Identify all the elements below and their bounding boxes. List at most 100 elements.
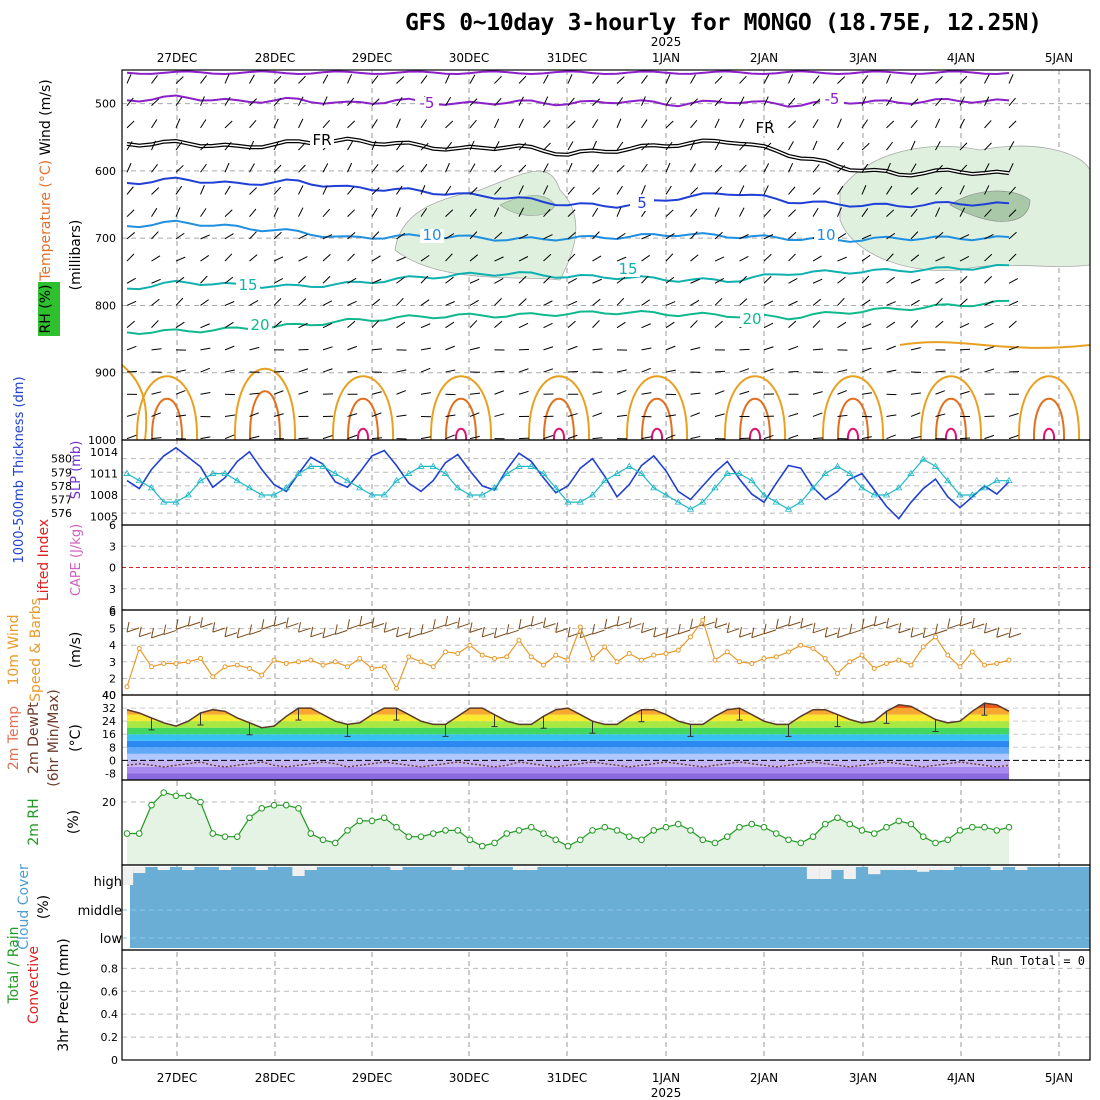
wind-speed-point	[173, 660, 179, 666]
contour-35c	[944, 427, 958, 440]
cloud-level-label: high	[94, 875, 122, 890]
rh-point	[405, 833, 413, 840]
date-label-top: 31DEC	[547, 51, 587, 65]
wind-speed-point	[504, 654, 510, 660]
rh-point	[674, 820, 682, 828]
rh-tick: 20	[102, 796, 116, 809]
contour-30c	[738, 397, 772, 440]
date-label-bottom: 1JAN	[652, 1071, 680, 1085]
wind-speed-tick: 5	[109, 623, 116, 636]
contour-35c	[454, 427, 468, 440]
high-cloud-bar	[512, 867, 526, 870]
axis-label: 2m DewPt	[26, 702, 42, 774]
slp-point	[515, 462, 523, 469]
slp-point	[735, 469, 744, 476]
lifted-index-tick: 3	[109, 540, 116, 553]
contour-35c	[748, 427, 762, 440]
wind-speed-point	[492, 655, 497, 661]
slp-point	[858, 484, 866, 491]
axis-label: 10m Wind	[6, 614, 22, 685]
date-label-top: 27DEC	[157, 51, 197, 65]
wind-speed-point	[332, 659, 338, 665]
high-cloud-bar	[157, 867, 170, 870]
precip-tick: 0.2	[101, 1031, 119, 1044]
contour-30c	[640, 397, 674, 440]
thickness-tick: 576	[51, 507, 72, 520]
rh-point	[393, 823, 400, 831]
slp-point	[576, 498, 584, 505]
rh-point	[687, 827, 694, 834]
wind-speed-point	[957, 664, 963, 670]
rh-point	[564, 842, 572, 850]
axis-label: 2m RH	[26, 798, 42, 845]
contour-30c	[248, 390, 282, 440]
contour-25c	[135, 375, 199, 440]
contour-25c	[899, 341, 1090, 349]
rh-point	[1005, 823, 1013, 831]
contour-30c	[1032, 397, 1066, 440]
rh-point	[650, 827, 658, 834]
date-label-bottom: 4JAN	[947, 1071, 975, 1085]
rh-point	[981, 823, 988, 831]
wind-speed-point	[920, 644, 926, 650]
slp-point	[466, 491, 474, 498]
rh-point	[331, 839, 339, 847]
cloud-level-label: low	[100, 932, 123, 947]
slp-tick: 1008	[90, 489, 118, 502]
rh-point	[160, 789, 168, 796]
axis-label: Convective	[26, 946, 42, 1024]
wind-speed-point	[822, 655, 828, 661]
rh-point	[968, 823, 976, 831]
slp-point	[564, 498, 572, 505]
rh-point	[760, 823, 768, 831]
axis-label: 3hr Precip (mm)	[56, 938, 72, 1051]
rh-point	[295, 805, 302, 812]
contour-25c	[233, 367, 297, 440]
wind-speed-point	[810, 646, 816, 652]
temperature-tick: 16	[102, 728, 116, 741]
slp-point	[135, 476, 143, 484]
slp-point	[245, 484, 254, 491]
wind-speed-point	[161, 660, 167, 666]
contour-30c	[836, 397, 870, 440]
contour-label-plus10: 10	[422, 226, 441, 244]
wind-speed-point	[933, 634, 938, 640]
slp-point	[662, 491, 670, 498]
temperature-tick: -8	[105, 767, 116, 780]
rh-legend-swatch	[38, 282, 60, 336]
high-cloud-bar	[868, 867, 881, 875]
rh-point	[870, 830, 878, 837]
rh-point	[258, 805, 266, 812]
wind-speed-point	[835, 670, 840, 676]
contour-25c	[821, 375, 885, 440]
rh-point	[417, 833, 425, 840]
contour-label-plus5: 5	[637, 194, 647, 212]
slp-point	[368, 491, 376, 498]
slp-point	[895, 484, 903, 491]
wind-speed-point	[724, 649, 730, 655]
thickness-tick: 577	[51, 494, 72, 507]
slp-point	[196, 476, 205, 484]
temperature-line	[126, 702, 1010, 729]
wind-speed-tick: 6	[109, 606, 116, 619]
wind-speed-point	[418, 659, 424, 665]
wind-speed-point	[136, 646, 142, 652]
rh-point	[184, 792, 192, 800]
date-label-top: 4JAN	[947, 51, 975, 65]
precip-tick: 0.6	[101, 985, 119, 998]
wind-speed-point	[786, 649, 791, 655]
high-cloud-bar	[917, 867, 930, 872]
contour-25c	[625, 375, 689, 440]
cloud-cover-area	[130, 867, 1090, 948]
temperature-tick: 0	[109, 754, 116, 767]
slp-point	[601, 476, 609, 484]
high-cloud-bar	[929, 867, 942, 870]
axis-label: Temperature (°C) Wind (m/s)	[38, 79, 54, 282]
contour-35c	[356, 427, 370, 440]
rh-point	[368, 817, 376, 825]
slp-point	[723, 469, 731, 476]
rh-point	[344, 827, 351, 834]
high-cloud-bar	[819, 867, 832, 879]
axis-label: RH (%)	[38, 285, 54, 334]
rh-point	[589, 827, 596, 834]
